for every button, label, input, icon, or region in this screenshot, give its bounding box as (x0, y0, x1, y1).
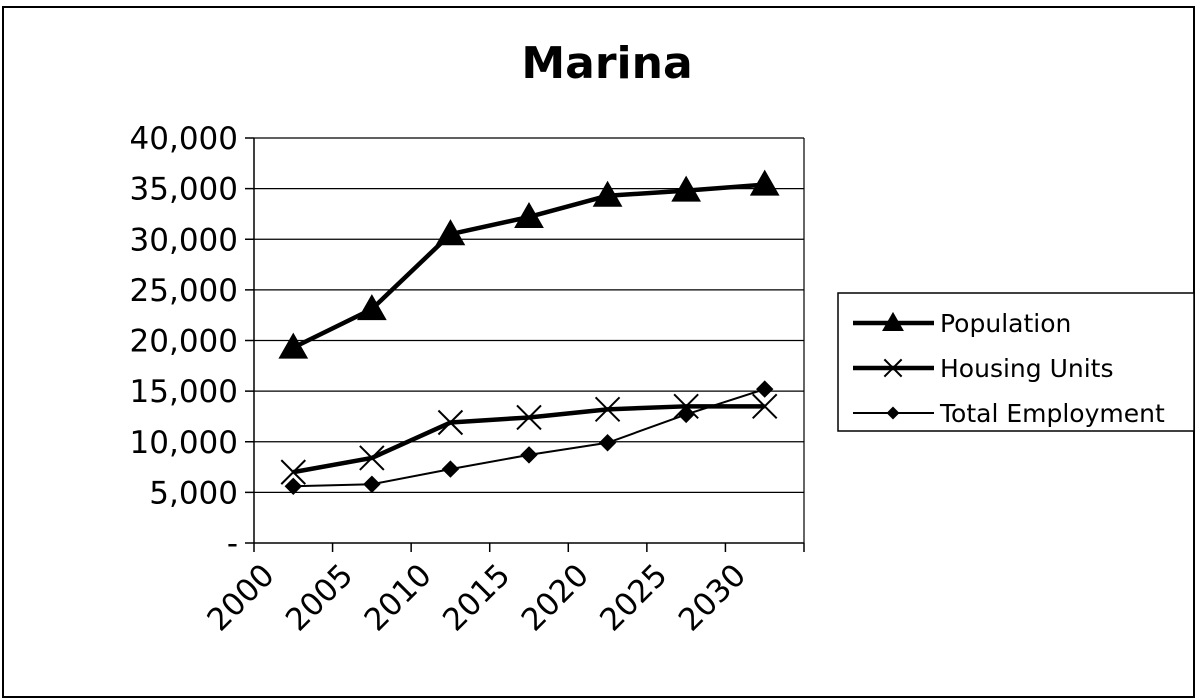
legend-marker-population (882, 311, 904, 332)
legend-item-housing-units: Housing Units (853, 354, 1114, 383)
data-point-population (749, 169, 780, 196)
legend-item-total-employment: Total Employment (853, 399, 1165, 428)
data-point-total-employment (598, 434, 617, 452)
x-marker-stroke (280, 459, 306, 485)
data-point-population (592, 180, 623, 207)
y-tick-label: 30,000 (130, 222, 238, 258)
data-point-housing-units (437, 409, 464, 436)
series-housing-units (280, 393, 778, 485)
legend-box (837, 292, 1195, 432)
data-point-total-employment (756, 380, 774, 398)
x-tick-label: 2015 (436, 557, 517, 638)
x-marker-stroke (883, 358, 903, 378)
y-tick-label: 25,000 (130, 273, 238, 309)
legend-marker-housing-units (883, 358, 903, 378)
data-point-total-employment (441, 460, 460, 478)
x-tick-label: 2005 (279, 557, 360, 638)
x-marker-stroke (359, 445, 385, 471)
legend-label: Population (940, 309, 1071, 338)
series-total-employment (284, 380, 774, 496)
y-axis-ticks: - 5,000 10,000 15,000 20,000 25,000 30,000 35,0… (130, 121, 238, 562)
axis-layer (245, 137, 805, 552)
legend-label: Total Employment (939, 399, 1165, 428)
y-tick-label: 40,000 (130, 121, 238, 157)
legend-item-population: Population (853, 309, 1071, 338)
data-point-housing-units (516, 404, 542, 431)
series-line-total-employment (293, 388, 766, 488)
legend-label: Housing Units (940, 354, 1114, 383)
y-tick-label: 15,000 (130, 374, 238, 410)
x-tick-label: 2010 (358, 557, 439, 638)
data-point-total-employment (363, 475, 381, 493)
data-point-total-employment (520, 446, 538, 464)
x-tick-label: 2030 (672, 557, 753, 638)
chart-title: Marina (521, 38, 692, 89)
y-tick-label: 5,000 (149, 475, 238, 511)
x-tick-label: 2025 (593, 557, 674, 638)
grid-layer (254, 137, 804, 493)
data-point-population (514, 201, 544, 228)
y-tick-label: 20,000 (130, 324, 238, 360)
data-point-total-employment (677, 405, 695, 424)
y-tick-label: - (227, 526, 238, 562)
x-tick-label: 2020 (515, 557, 596, 638)
data-point-housing-units (752, 393, 778, 420)
data-point-population (671, 175, 702, 202)
data-point-housing-units (280, 459, 306, 485)
y-tick-label: 10,000 (130, 425, 238, 461)
data-point-total-employment (284, 477, 302, 496)
data-point-population (278, 332, 309, 359)
data-point-population (435, 219, 466, 246)
data-point-housing-units (594, 396, 621, 423)
x-tick-label: 2000 (200, 557, 281, 638)
series-layer (278, 169, 780, 496)
series-population (278, 169, 780, 359)
y-tick-label: 35,000 (130, 172, 238, 208)
x-marker-stroke (752, 393, 778, 420)
data-point-population (356, 294, 387, 321)
legend: Population Housing Units Total Employment (837, 292, 1195, 432)
x-marker-stroke (516, 404, 542, 431)
data-point-housing-units (359, 445, 385, 471)
legend-marker-total-employment (886, 406, 900, 420)
x-marker-stroke (594, 396, 621, 423)
x-marker-stroke (437, 409, 464, 436)
